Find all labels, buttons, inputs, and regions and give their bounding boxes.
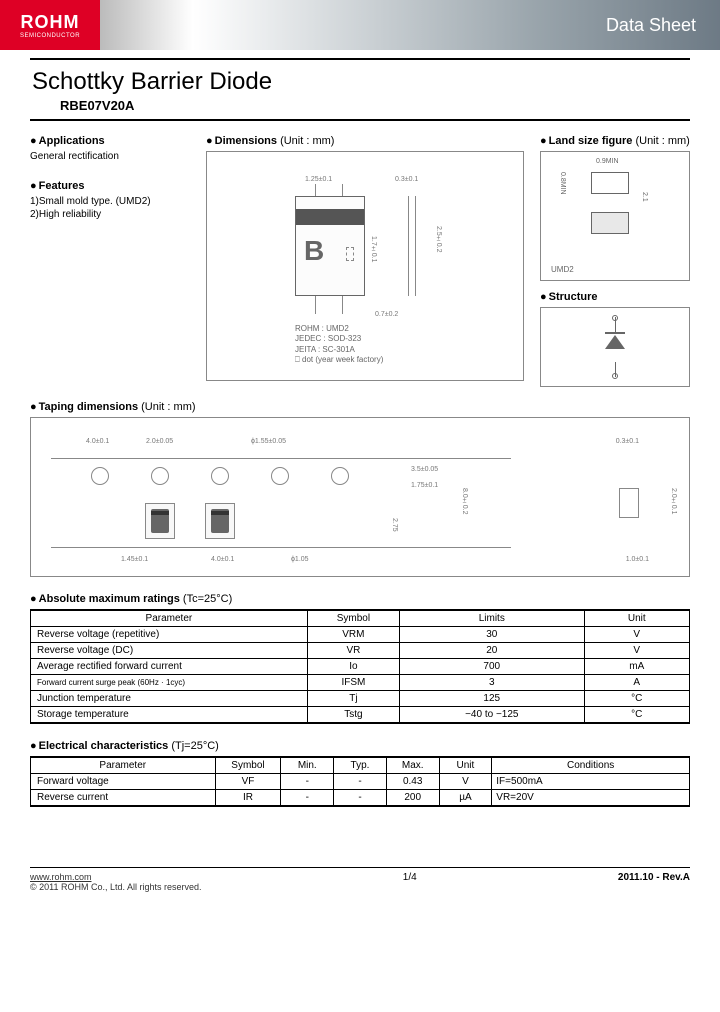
brand-logo: ROHM SEMICONDUCTOR	[0, 0, 100, 50]
dim-label: 0.8MIN	[559, 172, 566, 195]
brand-subtitle: SEMICONDUCTOR	[20, 33, 80, 39]
dim-label: ϕ1.05	[291, 556, 309, 563]
dim-label: 0.3±0.1	[395, 176, 418, 183]
dim-label: 2.0±0.1	[670, 488, 677, 514]
table-header: Conditions	[492, 757, 690, 774]
title-block: Schottky Barrier Diode RBE07V20A	[30, 58, 690, 121]
features-heading: Features	[30, 180, 190, 192]
package-notes: ROHM : UMD2 JEDEC : SOD-323 JEITA : SC-3…	[295, 324, 383, 366]
table-row: Average rectified forward currentIo700mA	[31, 659, 690, 675]
dim-label: 1.25±0.1	[305, 176, 332, 183]
dim-label: 0.9MIN	[596, 158, 619, 165]
right-column: Land size figure (Unit : mm) 0.9MIN 0.8M…	[540, 135, 690, 387]
table-header: Limits	[400, 610, 585, 627]
footer-url: www.rohm.com	[30, 872, 92, 882]
dim-label: 2.0±0.05	[146, 438, 173, 445]
land-pkg-label: UMD2	[551, 265, 574, 274]
table-row: Reverse voltage (DC)VR20V	[31, 643, 690, 659]
elec-char-table: Parameter Symbol Min. Typ. Max. Unit Con…	[30, 756, 690, 807]
table-header: Parameter	[31, 610, 308, 627]
page-header: ROHM SEMICONDUCTOR Data Sheet	[0, 0, 720, 50]
table-row: Forward voltageVF--0.43VIF=500mA	[31, 774, 690, 790]
applications-text: General rectification	[30, 151, 190, 162]
dim-label: 2.5±0.2	[435, 226, 442, 252]
dim-label: 2.1	[641, 192, 648, 202]
dim-label: 1.75±0.1	[411, 482, 438, 489]
dimensions-drawing: 1.25±0.1 0.3±0.1 B 1.7±0.1 2.5±0.2 0.7±0…	[206, 151, 524, 381]
tape-strip	[51, 458, 511, 548]
diode-symbol-icon	[595, 317, 635, 377]
table-row: Reverse voltage (repetitive)VRM30V	[31, 627, 690, 643]
land-pattern-drawing: 0.9MIN 0.8MIN 2.1 UMD2	[540, 151, 690, 281]
elec-char-section: Electrical characteristics (Tj=25°C) Par…	[30, 740, 690, 807]
dimensions-heading: Dimensions (Unit : mm)	[206, 135, 524, 147]
dim-label: 3.5±0.05	[411, 466, 438, 473]
table-row: Reverse currentIR--200µAVR=20V	[31, 790, 690, 807]
abs-max-heading: Absolute maximum ratings (Tc=25°C)	[30, 593, 690, 605]
applications-heading: Applications	[30, 135, 190, 147]
dimensions-block: Dimensions (Unit : mm) 1.25±0.1 0.3±0.1 …	[206, 135, 524, 387]
footer-page-number: 1/4	[202, 872, 618, 883]
table-row: Junction temperatureTj125°C	[31, 691, 690, 707]
tape-side-view	[599, 458, 659, 548]
page-footer: www.rohm.com © 2011 ROHM Co., Ltd. All r…	[30, 867, 690, 892]
taping-drawing: 4.0±0.1 2.0±0.05 ϕ1.55±0.05 3.5±0.05 1.7…	[30, 417, 690, 577]
taping-block: Taping dimensions (Unit : mm) 4.0±0.1 2.…	[30, 401, 690, 577]
table-header: Symbol	[307, 610, 399, 627]
footer-copyright: www.rohm.com © 2011 ROHM Co., Ltd. All r…	[30, 872, 202, 892]
feature-item: 1)Small mold type. (UMD2)	[30, 196, 190, 207]
elec-char-heading: Electrical characteristics (Tj=25°C)	[30, 740, 690, 752]
package-outline: B	[295, 196, 365, 296]
dim-label: 2.75	[391, 518, 398, 532]
abs-max-section: Absolute maximum ratings (Tc=25°C) Param…	[30, 593, 690, 724]
dim-label: 4.0±0.1	[86, 438, 109, 445]
dim-label: ϕ1.55±0.05	[251, 438, 286, 445]
structure-drawing	[540, 307, 690, 387]
dim-label: 0.3±0.1	[616, 438, 639, 445]
table-header: Parameter	[31, 757, 216, 774]
dim-label: 1.0±0.1	[626, 556, 649, 563]
product-title: Schottky Barrier Diode	[32, 68, 690, 96]
dim-label: 8.0±0.2	[461, 488, 468, 514]
left-text-column: Applications General rectification Featu…	[30, 135, 190, 387]
table-header: Unit	[439, 757, 492, 774]
dim-label: 4.0±0.1	[211, 556, 234, 563]
abs-max-table: Parameter Symbol Limits Unit Reverse vol…	[30, 609, 690, 724]
taping-heading: Taping dimensions (Unit : mm)	[30, 401, 690, 413]
dim-label: 0.7±0.2	[375, 311, 398, 318]
table-row: Storage temperatureTstg−40 to −125°C	[31, 707, 690, 724]
top-info-row: Applications General rectification Featu…	[30, 135, 690, 387]
table-header: Symbol	[215, 757, 281, 774]
land-heading: Land size figure (Unit : mm)	[540, 135, 690, 147]
page-body: Schottky Barrier Diode RBE07V20A Applica…	[0, 58, 720, 912]
brand-name: ROHM	[21, 12, 80, 33]
table-row: Forward current surge peak (60Hz · 1cyc)…	[31, 675, 690, 691]
footer-revision: 2011.10 - Rev.A	[618, 872, 690, 883]
table-header: Min.	[281, 757, 334, 774]
dim-label: 1.7±0.1	[370, 236, 377, 262]
table-header: Typ.	[334, 757, 387, 774]
footer-copy-text: © 2011 ROHM Co., Ltd. All rights reserve…	[30, 882, 202, 892]
package-marking: B	[304, 235, 324, 267]
table-header: Unit	[584, 610, 689, 627]
dim-label: 1.45±0.1	[121, 556, 148, 563]
part-number: RBE07V20A	[60, 98, 690, 113]
feature-item: 2)High reliability	[30, 209, 190, 220]
structure-heading: Structure	[540, 291, 690, 303]
table-header: Max.	[386, 757, 439, 774]
header-bar: Data Sheet	[100, 0, 720, 50]
doc-type-title: Data Sheet	[606, 15, 696, 36]
